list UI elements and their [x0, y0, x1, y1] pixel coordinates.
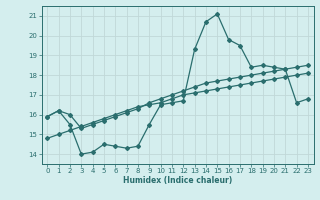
X-axis label: Humidex (Indice chaleur): Humidex (Indice chaleur) — [123, 176, 232, 185]
